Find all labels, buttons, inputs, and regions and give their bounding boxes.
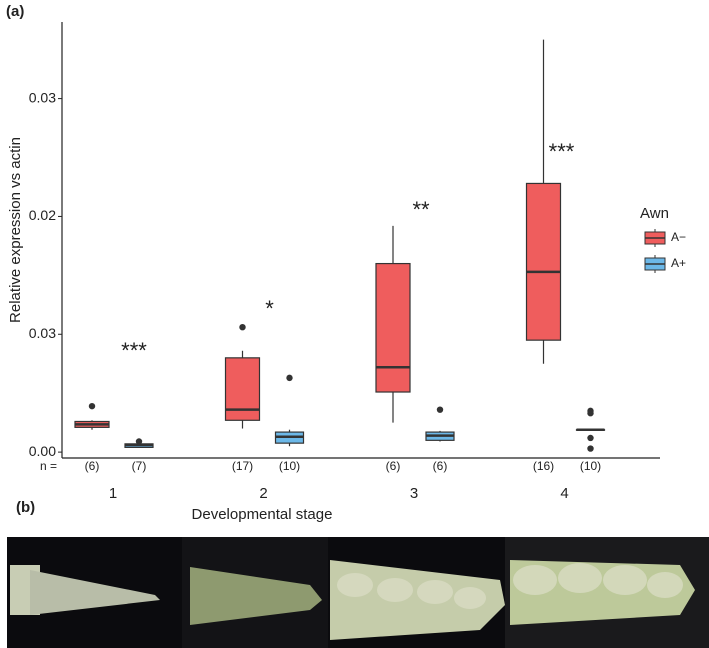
outlier <box>239 324 246 331</box>
x-tick-label: 2 <box>259 485 267 502</box>
significance: *** <box>549 139 575 164</box>
y-tick-label: 0.03 <box>29 325 56 341</box>
outlier <box>135 438 143 445</box>
y-tick-label: 0.03 <box>29 89 56 105</box>
n-label: (10) <box>580 459 601 473</box>
outlier <box>436 406 444 413</box>
x-tick-label: 1 <box>109 485 117 502</box>
outlier <box>88 402 96 410</box>
n-label: (6) <box>386 459 401 473</box>
n-label: (16) <box>533 459 554 473</box>
outlier <box>286 374 293 382</box>
n-prefix: n = <box>40 459 57 473</box>
panel-label: (b) <box>16 499 35 516</box>
n-label: (6) <box>433 459 448 473</box>
x-tick-label: 4 <box>560 485 568 502</box>
outlier <box>587 434 594 442</box>
panel-label: (a) <box>6 3 24 20</box>
y-tick-label: 0.00 <box>29 443 56 459</box>
n-label: (17) <box>232 459 253 473</box>
box <box>525 182 562 341</box>
outlier <box>587 445 594 452</box>
x-axis-label: Developmental stage <box>192 506 333 523</box>
significance: ** <box>412 197 430 222</box>
x-tick-label: 3 <box>410 485 418 502</box>
legend-label: A+ <box>671 256 686 270</box>
significance: * <box>265 296 274 321</box>
y-axis-label: Relative expression vs actin <box>7 137 24 323</box>
legend-title: Awn <box>640 205 669 222</box>
legend-label: A− <box>671 230 686 244</box>
n-label: (10) <box>279 459 300 473</box>
n-label: (7) <box>132 459 147 473</box>
significance: *** <box>121 338 147 363</box>
y-tick-label: 0.02 <box>29 207 56 223</box>
box <box>375 262 411 393</box>
photo-strip <box>7 537 709 648</box>
n-label: (6) <box>85 459 100 473</box>
outlier <box>587 410 594 417</box>
